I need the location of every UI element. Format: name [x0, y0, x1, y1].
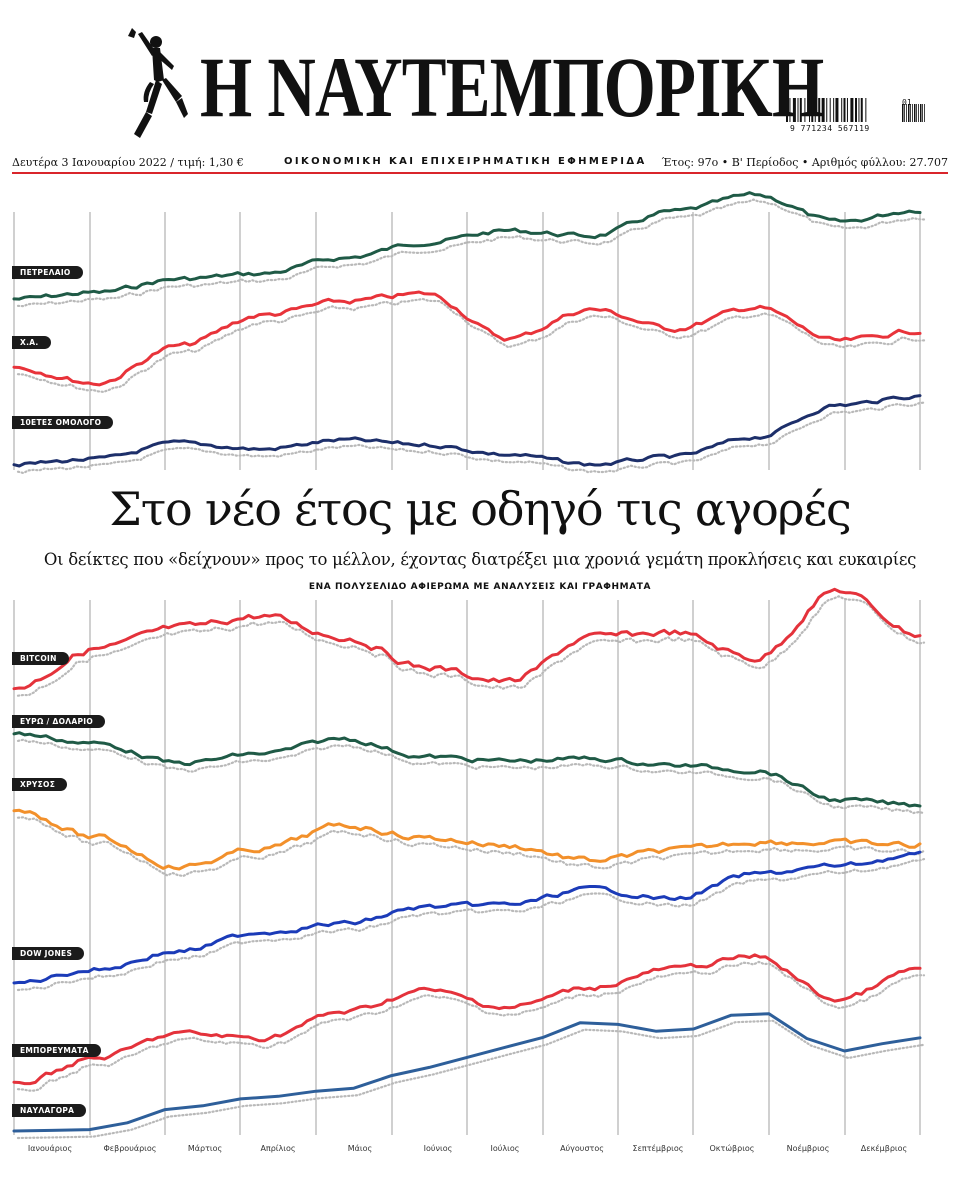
barcode-bar [912, 104, 913, 122]
series-line [12, 731, 922, 808]
barcode-bar [846, 98, 848, 122]
series-line [12, 394, 922, 468]
series-shadow [16, 401, 926, 475]
series-shadow [16, 816, 926, 878]
series-shadow [16, 297, 926, 394]
barcode-bar [858, 98, 860, 122]
meta-bar: Δευτέρα 3 Ιανουαρίου 2022 / τιμή: 1,30 €… [12, 154, 948, 172]
month-label: Σεπτέμβριος [632, 1144, 684, 1153]
issue-info: Έτος: 97ο • Β' Περίοδος • Αριθμός φύλλου… [661, 156, 948, 169]
red-rule [12, 172, 948, 174]
barcode-bar [924, 104, 925, 122]
barcode-bar [843, 98, 846, 122]
barcode-bar [902, 104, 904, 122]
newspaper-title: Η ΝΑΥΤΕΜΠΟΡΙΚΗ [200, 39, 824, 135]
series-label: ΠΕΤΡΕΛΑΙΟ [12, 266, 83, 279]
series-label: ΕΜΠΟΡΕΥΜΑΤΑ [12, 1044, 101, 1057]
series-shadow [16, 595, 926, 697]
barcode-bar [910, 104, 911, 122]
barcode-bar [814, 98, 816, 122]
barcode-issue: 01 [902, 98, 912, 107]
barcode-bar [811, 98, 814, 122]
barcode-bar [920, 104, 922, 122]
barcode-bar [916, 104, 917, 122]
barcode-bar [922, 104, 923, 122]
series-label: ΧΡΥΣΟΣ [12, 778, 68, 791]
barcode-digits: 9 771234 567119 [790, 124, 870, 133]
barcode-bar [809, 98, 810, 122]
kicker: ΕΝΑ ΠΟΛΥΣΕΛΙΔΟ ΑΦΙΕΡΩΜΑ ΜΕ ΑΝΑΛΥΣΕΙΣ ΚΑΙ… [308, 582, 652, 592]
month-label: Αύγουστος [560, 1144, 604, 1153]
barcode-bar [904, 104, 905, 122]
barcode-bar [799, 98, 802, 122]
series-line [12, 587, 922, 691]
barcode-bar [818, 98, 821, 122]
month-label: Απρίλιος [260, 1144, 296, 1153]
barcode-bar [792, 98, 796, 122]
series-line [12, 191, 922, 301]
barcode-bar [804, 98, 806, 122]
barcode-bar [918, 104, 919, 122]
hermes-statue-icon [128, 28, 188, 138]
barcode-bar [855, 98, 857, 122]
barcode-bar [841, 98, 843, 122]
series-shadow [16, 198, 926, 308]
month-label: Μάιος [347, 1144, 373, 1153]
series-label: DOW JONES [12, 947, 85, 960]
barcode-bar [833, 98, 835, 122]
barcode-bar [797, 98, 799, 122]
month-label: Οκτώβριος [709, 1144, 755, 1153]
month-label: Μάρτιος [187, 1144, 223, 1153]
series-label: BITCOIN [12, 652, 69, 665]
date-price: Δευτέρα 3 Ιανουαρίου 2022 / τιμή: 1,30 € [12, 156, 244, 169]
series-line [12, 850, 922, 985]
barcode [786, 98, 925, 122]
series-label: Χ.Α. [12, 336, 51, 349]
series-line [12, 953, 922, 1086]
month-label: Ιανουάριος [27, 1144, 73, 1153]
tagline: ΟΙΚΟΝΟΜΙΚΗ ΚΑΙ ΕΠΙΧΕΙΡΗΜΑΤΙΚΗ ΕΦΗΜΕΡΙΔΑ [284, 156, 647, 167]
series-shadow [16, 738, 926, 815]
barcode-bar [826, 98, 828, 122]
barcode-bar [850, 98, 854, 122]
series-line [12, 1012, 922, 1133]
barcode-bar [821, 98, 825, 122]
series-shadow [16, 960, 926, 1092]
barcode-bar [906, 104, 907, 122]
barcode-bar [908, 104, 910, 122]
series-label: ΝΑΥΛΑΓΟΡΑ [12, 1104, 87, 1117]
barcode-bar [835, 98, 839, 122]
series-label: 10ΕΤΕΣ ΟΜΟΛΟΓΟ [12, 416, 114, 429]
barcode-bar [786, 98, 788, 122]
barcode-bar [914, 104, 916, 122]
series-label: ΕΥΡΩ / ΔΟΛΑΡΙΟ [12, 715, 106, 728]
series-line [12, 290, 922, 387]
series-line [12, 808, 922, 871]
series-shadow [16, 1019, 926, 1140]
barcode-bar [865, 98, 867, 122]
barcode-bar [789, 98, 791, 122]
month-label: Ιούνιος [423, 1144, 453, 1153]
headline: Στο νέο έτος με οδηγό τις αγορές [109, 482, 851, 536]
month-label: Δεκέμβριος [860, 1144, 908, 1153]
barcode-bar [860, 98, 863, 122]
month-label: Νοέμβριος [786, 1144, 830, 1153]
series-shadow [16, 858, 926, 992]
month-label: Ιούλιος [490, 1144, 520, 1153]
barcode-bar [829, 98, 831, 122]
month-label: Φεβρουάριος [103, 1144, 157, 1153]
subhead: Οι δείκτες που «δείχνουν» προς το μέλλον… [43, 550, 917, 569]
masthead: Η ΝΑΥΤΕΜΠΟΡΙΚΗ 9 771234 567119 01 Δευτέρ… [0, 0, 960, 180]
